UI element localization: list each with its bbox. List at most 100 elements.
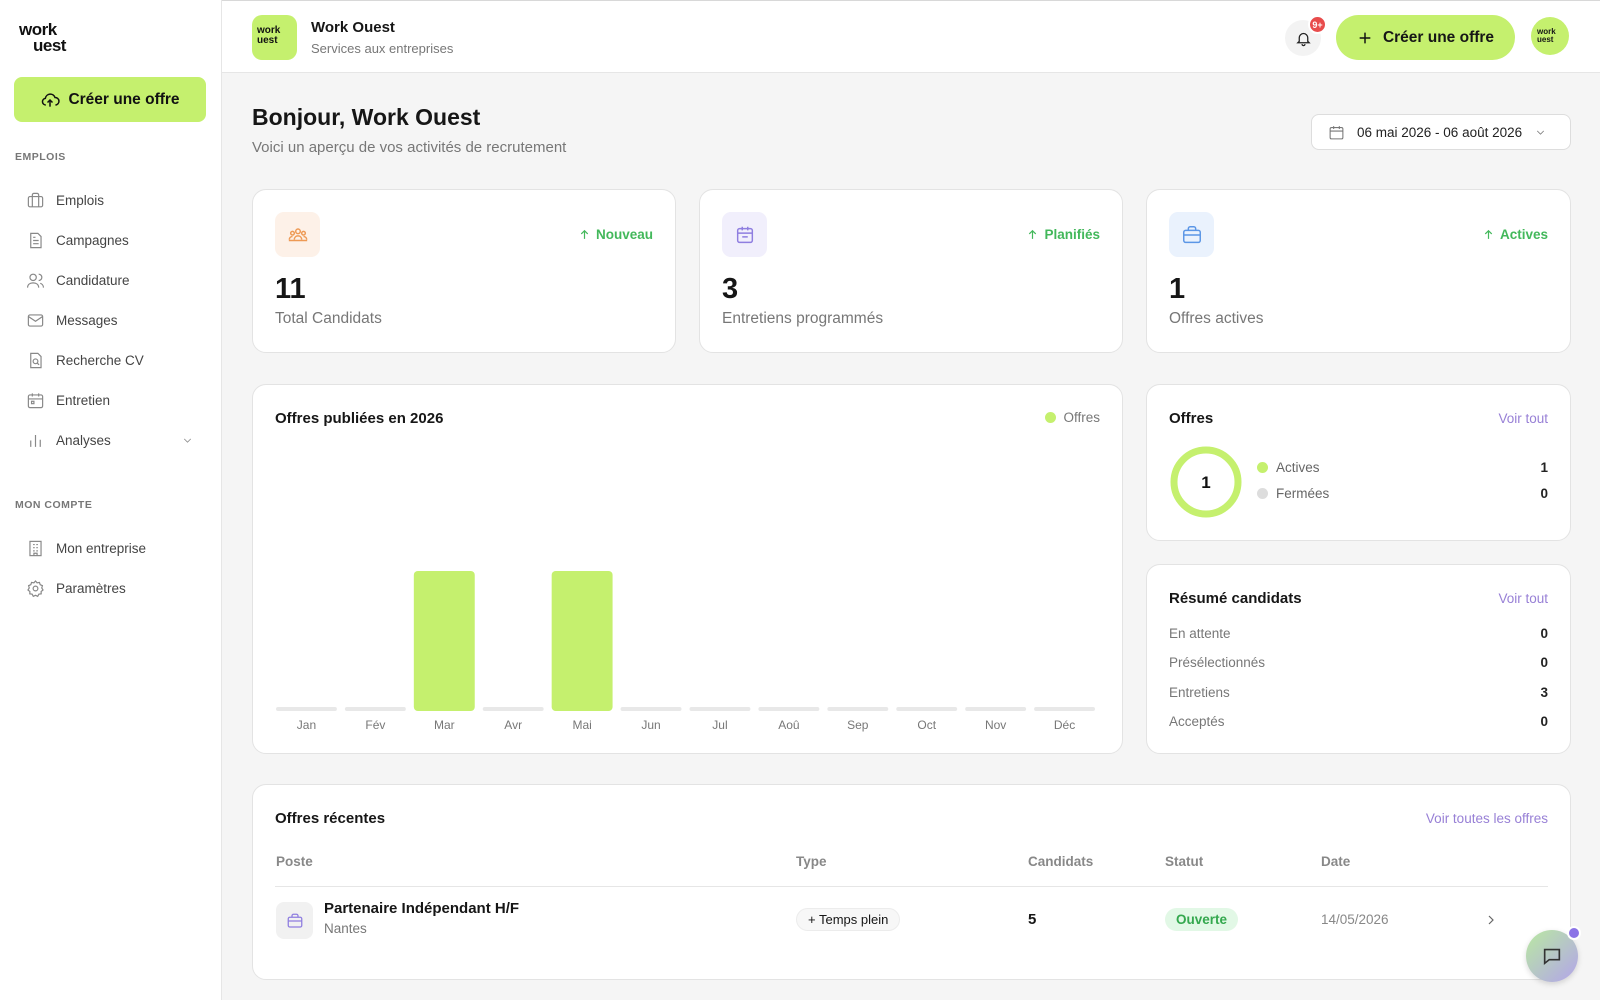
stat-label: Offres actives [1169,310,1264,327]
company-subtitle: Services aux entreprises [311,41,454,56]
briefcase-icon [27,192,44,207]
see-all-offers-link[interactable]: Voir toutes les offres [1425,811,1548,826]
offers-see-all-link[interactable]: Voir tout [1498,411,1548,426]
sidebar-item-recherche-cv[interactable]: Recherche CV [0,340,222,380]
date-range-picker[interactable]: 06 mai 2026 - 06 août 2026 [1311,114,1571,150]
arrow-up-icon [1029,229,1037,239]
bar-Jun[interactable] [620,707,682,711]
stat-card-candidates[interactable]: Nouveau 11 Total Candidats [252,189,676,353]
plus-icon [1359,32,1371,43]
summary-value: 0 [1540,655,1548,670]
bar-chart-icon [30,434,41,447]
summary-row: Présélectionnés 0 [1169,655,1548,670]
file-search-icon [30,352,42,368]
column-header-poste[interactable]: Poste [276,854,313,869]
sidebar-item-analyses[interactable]: Analyses [0,420,222,460]
sidebar-create-offer-label: Créer une offre [68,90,180,108]
candidates-see-all-link[interactable]: Voir tout [1498,591,1548,606]
company-logo: work uest [252,15,297,60]
chart-legend: Offres [1045,410,1100,425]
app-logo[interactable]: work uest [19,21,66,54]
sidebar-item-label: Emplois [56,192,105,208]
bar-Jan[interactable] [276,707,337,711]
sidebar-item-label: Campagnes [56,232,129,248]
calendar-icon [1329,125,1344,139]
column-header-date[interactable]: Date [1321,854,1351,869]
user-avatar[interactable]: work uest [1531,17,1569,55]
summary-label: Entretiens [1169,685,1230,700]
offers-status-value: 0 [1540,486,1548,501]
offers-status-row: Actives 1 [1257,460,1548,475]
table-row[interactable]: Partenaire Indépendant H/F Nantes + Temp… [253,895,1570,947]
bar-Mai[interactable] [551,571,613,711]
column-header-type[interactable]: Type [796,854,827,869]
x-tick-label: Jan [297,718,316,732]
page-title: Bonjour, Work Ouest [252,104,481,130]
candidates-card-title: Résumé candidats [1169,590,1302,607]
stat-trend: Nouveau [578,227,653,242]
status-dot-closed [1257,488,1268,499]
sidebar-item-candidature[interactable]: Candidature [0,260,222,300]
x-tick-label: Fév [365,718,385,732]
people-icon [288,227,307,241]
stat-card-interviews[interactable]: Planifiés 3 Entretiens programmés [699,189,1123,353]
summary-label: Acceptés [1169,714,1225,729]
section-label-jobs: EMPLOIS [15,151,66,163]
bar-Oct[interactable] [896,707,958,711]
summary-row: Entretiens 3 [1169,685,1548,700]
sidebar-item-mon-entreprise[interactable]: Mon entreprise [0,528,222,568]
chat-unread-dot [1567,926,1581,940]
bar-Fév[interactable] [344,707,406,711]
offers-card-title: Offres [1169,410,1214,427]
mail-icon [27,313,44,327]
account-nav: Mon entreprise Paramètres [0,528,222,608]
sidebar-item-label: Recherche CV [56,352,144,368]
arrow-up-icon [1484,229,1493,239]
job-icon-wrap [276,902,313,939]
chart-title: Offres publiées en 2026 [275,410,444,427]
recent-offers-title: Offres récentes [275,810,386,827]
sidebar-item-emplois[interactable]: Emplois [0,180,222,220]
bar-Jul[interactable] [689,707,751,711]
table-divider [275,886,1548,887]
column-header-candidats[interactable]: Candidats [1028,854,1094,869]
offers-status-label: Actives [1276,460,1320,475]
legend-swatch [1045,412,1057,423]
sidebar-item-parametres[interactable]: Paramètres [0,568,222,608]
bar-Déc[interactable] [1034,707,1095,711]
sidebar-item-entretien[interactable]: Entretien [0,380,222,420]
column-header-statut[interactable]: Statut [1165,854,1204,869]
bar-Aoû[interactable] [758,707,820,711]
header-create-offer-button[interactable]: Créer une offre [1336,15,1515,60]
offers-status-row: Fermées 0 [1257,486,1548,501]
job-title[interactable]: Partenaire Indépendant H/F [324,900,520,917]
chevron-right-icon[interactable] [1483,912,1499,928]
users-icon [26,273,45,288]
bar-Sep[interactable] [827,707,889,711]
x-tick-label: Aoû [778,718,799,732]
sidebar-create-offer-button[interactable]: Créer une offre [14,77,206,122]
offers-status-value: 1 [1540,460,1548,475]
sidebar-item-label: Entretien [56,392,111,408]
arrow-up-icon [580,229,589,239]
summary-row: En attente 0 [1169,626,1548,641]
sidebar-item-label: Candidature [56,272,130,288]
bar-chart: Jan Fév Mar Avr Mai Jun Jul Aoû Sep Oct Nov Déc [276,571,1095,732]
bell-icon [1295,32,1311,46]
sidebar-item-messages[interactable]: Messages [0,300,222,340]
bar-Avr[interactable] [482,707,544,711]
x-tick-label: Jul [712,718,727,732]
stat-trend-label: Planifiés [1044,227,1100,242]
bar-Mar[interactable] [413,571,475,711]
offers-status-label: Fermées [1276,486,1330,501]
offers-chart-card: Offres publiées en 2026 Offres Jan Fév Mar… [252,384,1123,754]
calendar-icon [736,226,753,243]
briefcase-icon [287,913,302,928]
sidebar-item-campagnes[interactable]: Campagnes [0,220,222,260]
summary-label: Présélectionnés [1169,655,1266,670]
legend-label: Offres [1063,410,1100,425]
sidebar-item-label: Mon entreprise [56,540,147,556]
bar-Nov[interactable] [965,707,1027,711]
stat-card-active-offers[interactable]: Actives 1 Offres actives [1146,189,1571,353]
stat-trend: Actives [1482,227,1548,242]
